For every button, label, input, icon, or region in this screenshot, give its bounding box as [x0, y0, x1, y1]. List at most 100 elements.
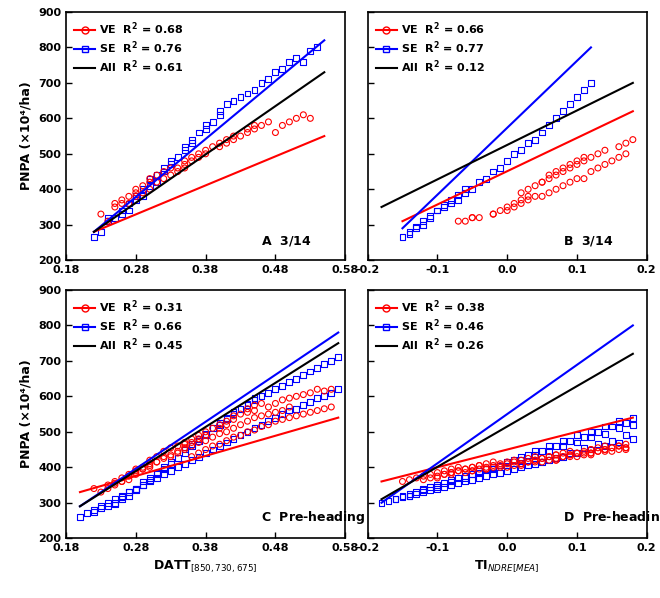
Point	[270, 407, 280, 417]
Point	[585, 448, 596, 458]
Point	[201, 145, 211, 155]
Point	[418, 484, 429, 493]
Point	[600, 422, 611, 431]
Point	[432, 473, 443, 483]
Point	[131, 484, 141, 493]
Point	[298, 57, 309, 66]
Point	[460, 477, 471, 486]
Point	[214, 420, 225, 429]
Point	[263, 402, 274, 412]
Point	[467, 462, 478, 472]
Point	[242, 128, 253, 138]
Point	[110, 495, 120, 504]
Point	[214, 110, 225, 120]
Point	[579, 152, 589, 162]
Point	[439, 202, 449, 212]
Point	[186, 456, 197, 465]
Point	[453, 478, 463, 488]
Point	[270, 128, 280, 138]
Point	[102, 498, 113, 508]
Point	[305, 397, 315, 407]
Point	[516, 459, 527, 468]
Point	[614, 438, 624, 447]
Point	[467, 184, 478, 194]
Point	[172, 447, 183, 456]
Point	[117, 493, 127, 502]
Point	[585, 445, 596, 454]
Point	[550, 456, 561, 465]
Point	[131, 191, 141, 201]
Point	[249, 423, 260, 433]
Point	[411, 222, 422, 231]
Point	[558, 106, 568, 116]
Point	[509, 460, 519, 470]
Point	[404, 227, 414, 237]
Point	[249, 413, 260, 422]
Point	[495, 460, 506, 470]
Point	[214, 420, 225, 429]
Point	[291, 374, 302, 383]
Point	[145, 181, 155, 191]
Text: $\mathbf{B}$  3/14: $\mathbf{B}$ 3/14	[563, 234, 613, 248]
Point	[418, 487, 429, 497]
Point	[593, 427, 603, 437]
Point	[131, 469, 141, 479]
Point	[172, 448, 183, 458]
Point	[523, 191, 533, 201]
Point	[537, 454, 547, 463]
Point	[411, 489, 422, 499]
Point	[614, 441, 624, 451]
Point	[453, 466, 463, 475]
Point	[193, 152, 204, 162]
Point	[131, 486, 141, 495]
Point	[145, 456, 155, 465]
Point	[404, 475, 414, 484]
Point	[186, 438, 197, 447]
Point	[593, 149, 603, 158]
Point	[628, 420, 638, 429]
Point	[544, 456, 554, 465]
Point	[495, 163, 506, 173]
Point	[474, 466, 484, 475]
Point	[460, 216, 471, 226]
Point	[158, 447, 169, 456]
Point	[509, 199, 519, 208]
Point	[180, 443, 190, 453]
Point	[186, 434, 197, 444]
Point	[607, 443, 617, 453]
Point	[397, 493, 408, 502]
Point	[481, 471, 492, 481]
Point	[474, 468, 484, 477]
Point	[600, 441, 611, 451]
Point	[96, 502, 106, 511]
Point	[488, 462, 498, 472]
Point	[201, 431, 211, 440]
Point	[446, 468, 457, 477]
Point	[467, 469, 478, 479]
Point	[516, 452, 527, 462]
Point	[404, 229, 414, 239]
Point	[446, 468, 457, 477]
Point	[614, 441, 624, 451]
Point	[123, 491, 134, 501]
Point	[572, 156, 582, 166]
Point	[509, 202, 519, 212]
Point	[439, 469, 449, 479]
Point	[544, 121, 554, 130]
Point	[166, 457, 176, 467]
Point	[312, 363, 323, 373]
Point	[305, 367, 315, 376]
Text: $\mathbf{C}$  Pre-heading: $\mathbf{C}$ Pre-heading	[261, 509, 366, 526]
Point	[593, 447, 603, 456]
Point	[516, 459, 527, 468]
Point	[214, 423, 225, 433]
Point	[151, 469, 162, 479]
Point	[516, 199, 527, 208]
Point	[201, 124, 211, 134]
Point	[242, 399, 253, 408]
Point	[544, 452, 554, 462]
Point	[249, 401, 260, 410]
Point	[305, 407, 315, 417]
Point	[166, 443, 176, 453]
Point	[467, 213, 478, 222]
